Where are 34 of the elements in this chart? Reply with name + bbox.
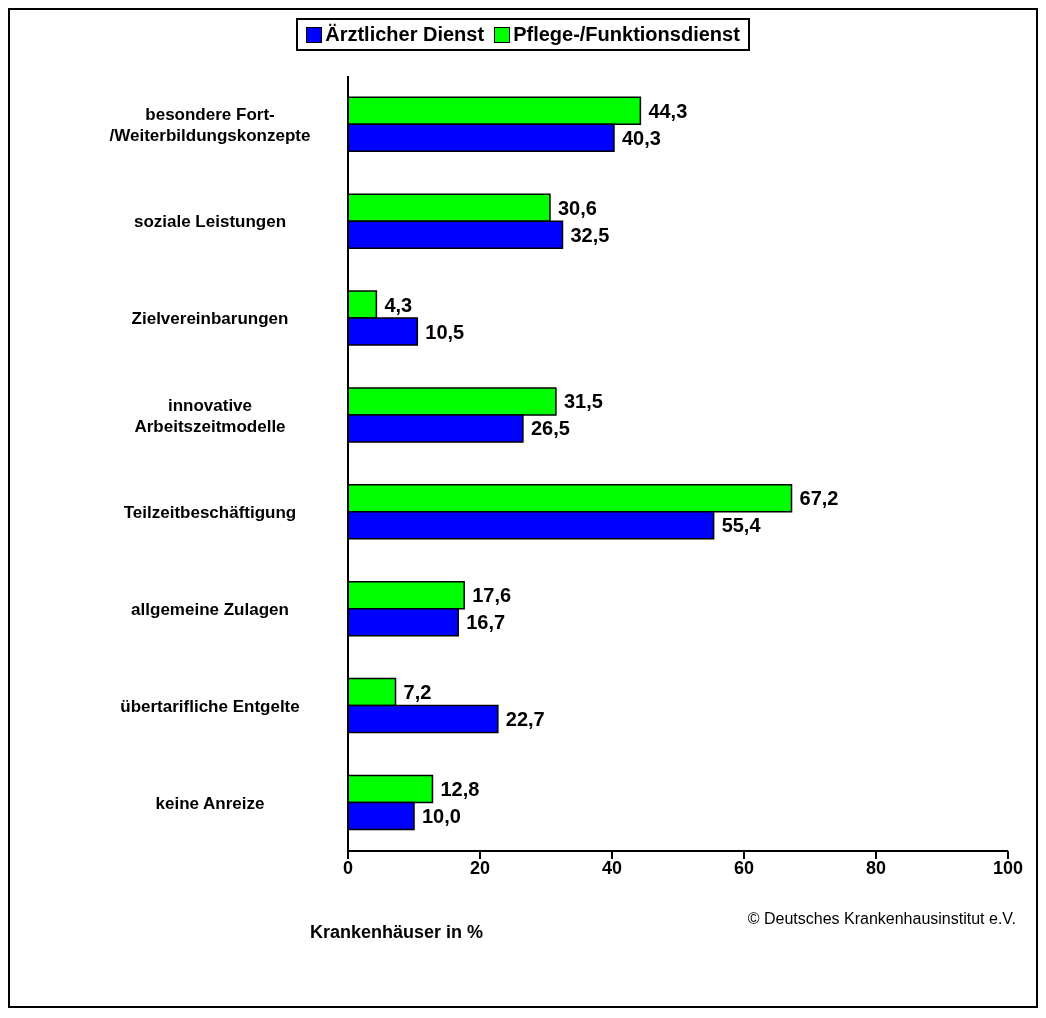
data-label: 26,5 [530, 417, 570, 440]
data-label: 40,3 [621, 126, 661, 149]
data-label: 30,6 [557, 196, 597, 219]
data-label: 67,2 [799, 487, 839, 510]
x-tick-label: 0 [342, 857, 354, 878]
data-label: 10,5 [425, 320, 465, 343]
data-label: 12,8 [440, 777, 480, 800]
x-tick-label: 80 [865, 857, 887, 878]
data-label: 7,2 [403, 681, 432, 704]
data-label: 17,6 [472, 584, 512, 607]
x-tick-label: 100 [992, 857, 1024, 878]
x-tick-label: 60 [733, 857, 755, 878]
y-tick-label: übertarifliche Entgelte [120, 696, 300, 716]
legend-label: Ärztlicher Dienst [324, 23, 485, 46]
y-tick-label: soziale Leistungen [133, 212, 287, 232]
y-tick-label: keine Anreize [155, 793, 265, 813]
data-label: 31,5 [563, 390, 603, 413]
y-tick-label: besondere Fort-/Weiterbildungskonzepte [109, 105, 311, 146]
data-label: 32,5 [570, 223, 610, 246]
x-tick-label: 40 [601, 857, 623, 878]
data-label: 10,0 [422, 804, 461, 827]
y-tick-label: innovative Arbeitszeitmodelle [134, 396, 286, 437]
x-tick-label: 20 [469, 857, 491, 878]
text: © Deutsches Krankenhausinstitut e.V. [747, 910, 1016, 929]
data-label: 16,7 [466, 611, 506, 634]
y-tick-label: Zielvereinbarungen [131, 309, 289, 329]
data-label: 4,3 [384, 293, 413, 316]
data-label: 55,4 [721, 514, 762, 537]
y-tick-label: allgemeine Zulagen [131, 599, 289, 619]
y-tick-label: Teilzeitbeschäftigung [123, 502, 297, 522]
data-label: 44,3 [648, 99, 688, 122]
legend-label: Pflege-/Funktionsdienst [512, 23, 740, 46]
data-label: 22,7 [505, 708, 545, 731]
x-axis-title: Krankenhäuser in % [310, 922, 484, 943]
